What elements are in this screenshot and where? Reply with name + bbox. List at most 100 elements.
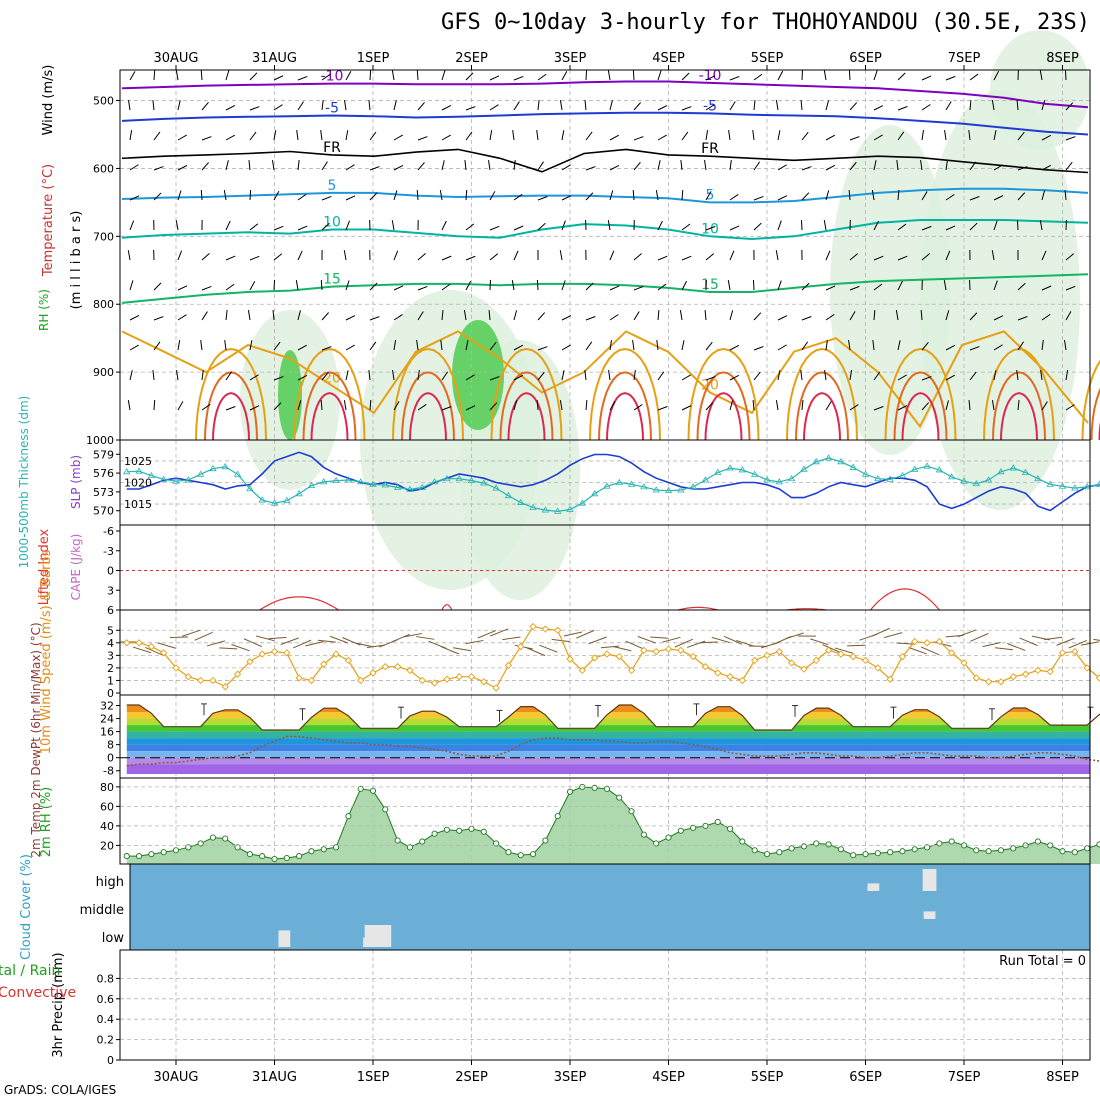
isotherm-20 [121, 330, 1089, 429]
wind-speed-point [393, 663, 402, 671]
wind-barb [704, 309, 707, 321]
rh-point [480, 828, 487, 835]
wind-grid [175, 610, 1063, 695]
cape-axis-label: CAPE (J/kg) [69, 534, 83, 601]
thickness-point [738, 466, 747, 473]
surface-wind-barb [145, 646, 164, 656]
rh-point [751, 847, 758, 854]
pressure-tick-label: 800 [93, 298, 114, 311]
rh-point [148, 851, 155, 858]
warm-isotherm-loop [992, 371, 1046, 441]
wind-barb [417, 370, 420, 381]
wind-barb [825, 250, 831, 261]
surface-wind-barb [576, 629, 595, 639]
wind-barb [465, 405, 476, 411]
wind-barb [345, 344, 355, 351]
warm-isotherm-loop [490, 347, 563, 441]
wind-barb [441, 310, 444, 321]
wind-barb [343, 250, 347, 261]
wind-barb [129, 164, 139, 171]
wind-speed-point [221, 683, 229, 691]
wind-barb [273, 225, 284, 231]
surface-wind-barb [847, 644, 866, 647]
wind-barb [537, 73, 547, 81]
wind-barb [873, 309, 876, 321]
rh-point [333, 844, 340, 851]
wind-speed-point [123, 639, 131, 647]
wind-speed-point [578, 666, 586, 675]
thickness-point [553, 507, 562, 514]
wind-barb [1065, 136, 1076, 141]
wind-barb [1065, 253, 1075, 261]
wind-barb [944, 130, 947, 141]
wind-barb [369, 131, 377, 141]
isotherm-label: FR [323, 140, 341, 156]
wind-barb [969, 161, 977, 171]
rh-axis-label: RH (%) [37, 289, 51, 331]
wind-barb [416, 69, 419, 81]
wind-barb [200, 189, 203, 201]
surface-wind-barb [686, 640, 706, 648]
wind-barb [537, 346, 548, 351]
rh-point [357, 785, 364, 792]
surface-wind-barb [613, 645, 632, 652]
surface-wind-barb [317, 639, 336, 643]
li-frame [119, 524, 1091, 611]
wind-speed-point [541, 625, 550, 633]
cape-pulse [441, 604, 453, 611]
rh-point [382, 806, 389, 813]
wind-barb [129, 344, 139, 351]
isotherm-label: 5 [706, 187, 715, 203]
wind-barb [1065, 370, 1069, 381]
wind-barb [897, 280, 903, 291]
wind-barb [273, 402, 282, 411]
wind-barb [345, 280, 350, 291]
rh-point [899, 848, 906, 855]
wind-barb [345, 71, 352, 81]
wind-barb [393, 134, 403, 141]
wind-speed-point [1095, 674, 1100, 682]
wind-barb [537, 196, 548, 201]
wind-barb [393, 285, 404, 291]
surface-wind-barb [194, 631, 213, 641]
wind-barb [991, 400, 995, 411]
wind-barb [679, 310, 683, 321]
wind-barb [993, 70, 1000, 81]
wind-barb [632, 69, 635, 81]
wind-barb [441, 70, 446, 81]
wind-barb [945, 160, 948, 171]
wind-speed-point [504, 661, 513, 670]
warm-isotherm-loop [598, 371, 652, 441]
wind-tick-label: 4 [107, 637, 114, 650]
wind-barb [1041, 340, 1044, 351]
wind-barb [225, 406, 236, 411]
wind-barb [249, 223, 259, 231]
wind-barb [969, 312, 978, 321]
thickness-point [529, 503, 537, 510]
wind-barb [943, 280, 947, 291]
wind-barb [825, 134, 836, 141]
thickness-point [381, 481, 390, 488]
precip-tick-label: 0 [107, 1054, 114, 1067]
wind-barb [225, 310, 228, 321]
wind-barb [1016, 99, 1019, 111]
wind-barb [897, 72, 906, 81]
rh-point [493, 840, 500, 847]
wind-speed-point [406, 666, 414, 675]
wind-barb [608, 370, 611, 381]
wind-barb [775, 100, 779, 111]
wind-barb [153, 131, 161, 141]
wind-barb [465, 280, 472, 291]
wind-barb [969, 222, 978, 231]
temp-band [126, 738, 1090, 745]
run-total-label: Run Total = 0 [999, 954, 1086, 969]
rh-point [776, 849, 783, 856]
wind-barb [223, 190, 227, 201]
wind-barb [297, 225, 308, 231]
wind-barb [488, 309, 491, 321]
wind-speed-point [590, 654, 599, 662]
wind-barb [152, 370, 155, 381]
wind-barb [633, 285, 644, 291]
warm-isotherm-loop [795, 371, 849, 441]
surface-wind-barb [810, 638, 829, 646]
